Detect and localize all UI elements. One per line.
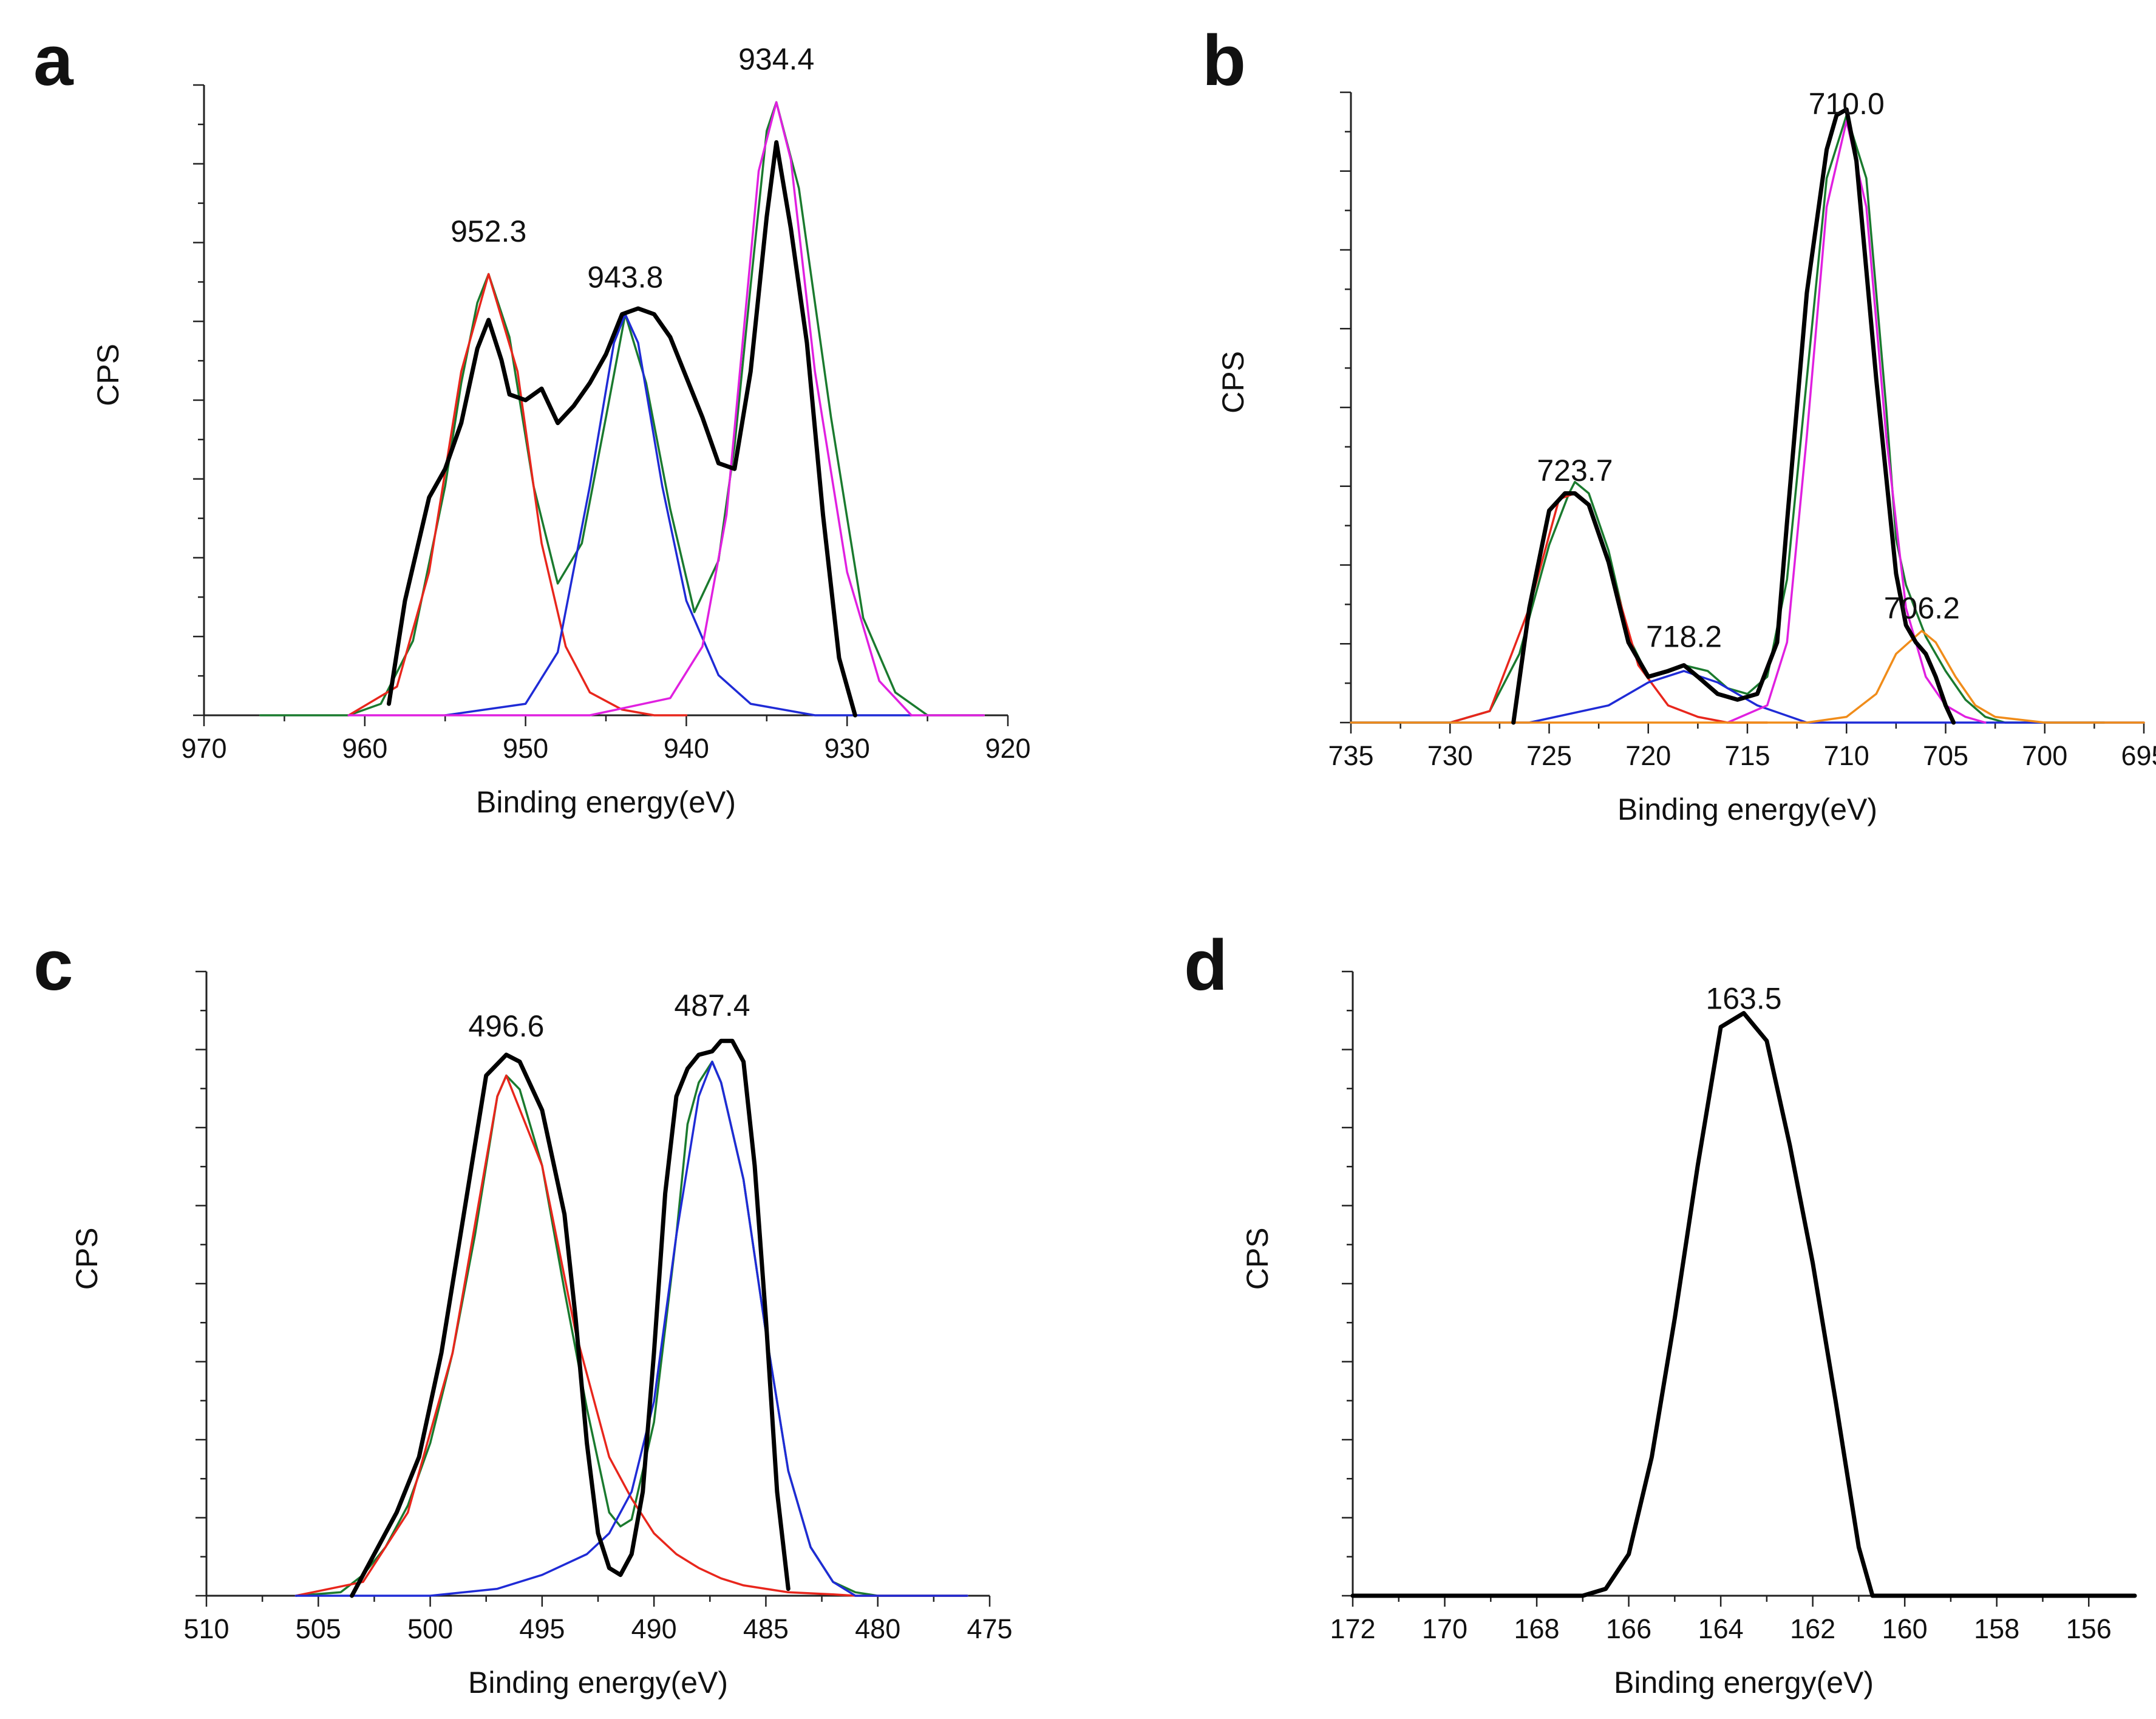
x-tick-label: 158 [1974,1613,2019,1644]
x-tick-label: 700 [2022,740,2067,771]
x-tick-label: 715 [1724,740,1770,771]
x-axis-label: Binding energy(eV) [476,785,736,819]
panel-a: a 970 960 950 940 930 920 Binding energy(eV) CPS… [33,21,1031,819]
x-tick-label: 500 [407,1613,453,1644]
x-tick-label: 720 [1625,740,1671,771]
y-axis-label: CPS [1240,1227,1274,1290]
x-axis-label: Binding energy(eV) [1614,1666,1874,1700]
x-tick-label: 495 [519,1613,565,1644]
x-tick-label: 505 [296,1613,341,1644]
x-tick-label: 490 [631,1613,677,1644]
peak-label: 952.3 [451,214,526,248]
peak-label: 710.0 [1809,87,1885,121]
x-tick-label: 695 [2121,740,2156,771]
y-axis-label: CPS [91,344,125,406]
peak-label: 487.4 [674,989,750,1023]
x-tick-label: 940 [664,733,709,764]
x-tick-label: 160 [1882,1613,1928,1644]
series-component-952-3 [347,273,688,717]
x-tick-label: 172 [1330,1613,1375,1644]
x-tick-label: 475 [967,1613,1012,1644]
x-tick-label: 970 [181,733,226,764]
series-component-496-6 [294,1074,968,1597]
series-measured [350,1038,791,1598]
series-measured [1511,107,1956,725]
x-tick-label: 480 [855,1613,900,1644]
x-tick-label: 920 [985,733,1030,764]
series-envelope-fit [259,101,985,717]
x-tick-label: 705 [1923,740,1968,771]
x-tick-label: 156 [2066,1613,2112,1644]
peak-label: 934.4 [738,43,814,77]
panel-label: c [33,925,73,1006]
y-axis-label: CPS [1216,351,1250,414]
peak-label: 496.6 [468,1009,544,1043]
x-tick-label: 162 [1790,1613,1835,1644]
panel-d: d 172 170 168 166 164 162 160 158 156 Binding ener… [1184,925,2137,1700]
x-axis-label: Binding energy(eV) [1617,792,1877,826]
series-measured [387,140,857,718]
panel-c: c 510 505 500 495 490 485 480 475 Binding energy(… [33,925,1013,1700]
series-component-706-2 [1350,630,2145,724]
series-component-943-8 [444,313,913,717]
x-axis-label: Binding energy(eV) [468,1666,728,1700]
x-tick-label: 170 [1422,1613,1467,1644]
panel-b: b 735 730 725 720 715 710 705 700 695 Binding ener… [1202,21,2156,826]
x-tick-label: 164 [1698,1613,1744,1644]
peak-label: 706.2 [1884,591,1960,625]
x-tick-label: 168 [1514,1613,1560,1644]
panel-label: a [33,21,74,101]
series-component-934-4 [347,101,985,717]
x-tick-label: 730 [1427,740,1473,771]
panel-label: b [1202,21,1246,101]
series-component-487-4 [294,1060,968,1597]
x-tick-label: 950 [503,733,548,764]
x-tick-label: 960 [342,733,387,764]
x-tick-label: 710 [1824,740,1869,771]
series-measured [1350,1011,2137,1598]
peak-label: 163.5 [1705,981,1781,1015]
x-tick-label: 725 [1526,740,1572,771]
panel-label: d [1184,925,1228,1006]
x-tick-label: 485 [743,1613,789,1644]
x-tick-label: 735 [1328,740,1373,771]
x-tick-label: 166 [1606,1613,1651,1644]
x-tick-label: 510 [183,1613,229,1644]
peak-label: 943.8 [587,260,663,294]
peak-label: 718.2 [1646,620,1722,654]
peak-label: 723.7 [1537,454,1613,488]
x-tick-label: 930 [825,733,870,764]
y-axis-label: CPS [70,1227,104,1290]
